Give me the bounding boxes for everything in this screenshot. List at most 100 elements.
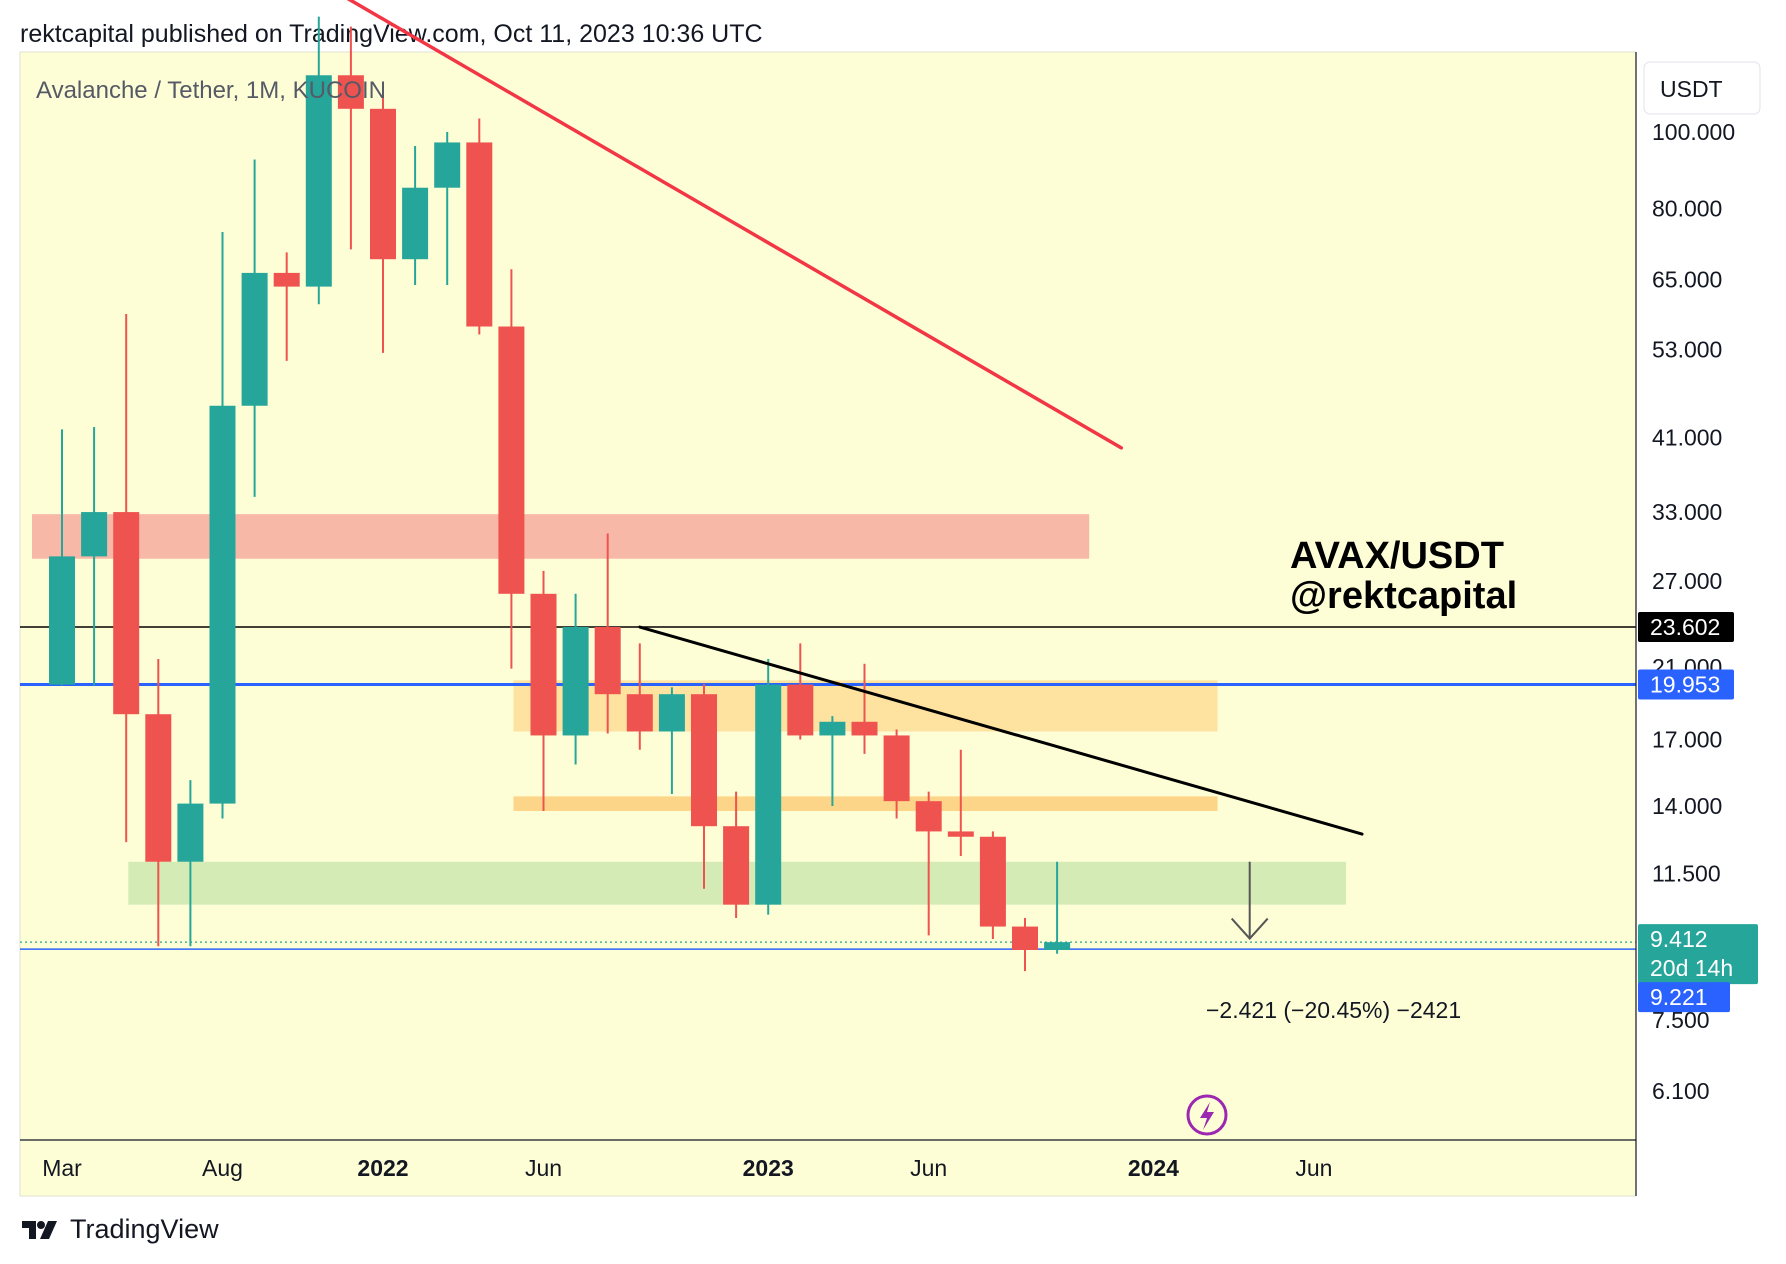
candle — [273, 252, 300, 361]
candle — [979, 831, 1006, 939]
footer: TradingView — [20, 1214, 219, 1245]
candle-body — [530, 593, 557, 736]
zone-orange-lower — [513, 796, 1218, 811]
candle — [402, 145, 429, 285]
candle — [337, 26, 364, 250]
x-tick-label: Aug — [202, 1155, 243, 1181]
blue-bottom-badge-label: 9.221 — [1650, 984, 1708, 1010]
candle — [530, 570, 557, 811]
candle-body — [947, 831, 974, 837]
candle-body — [562, 627, 589, 736]
candle — [49, 429, 75, 686]
candles-layer — [49, 16, 1071, 972]
y-tick-label: 27.000 — [1652, 568, 1722, 594]
measure-text: −2.421 (−20.45%) −2421 — [1206, 997, 1461, 1023]
candle — [434, 132, 461, 285]
candle-body — [402, 187, 429, 260]
candle — [241, 159, 268, 497]
measure-arrow-head — [1230, 917, 1269, 941]
candle — [883, 729, 910, 819]
y-tick-label: 33.000 — [1652, 499, 1722, 525]
candle-body — [723, 826, 750, 905]
symbol-label: Avalanche / Tether, 1M, KUCOIN — [36, 77, 386, 104]
candle — [819, 716, 846, 807]
y-tick-label: 65.000 — [1652, 267, 1722, 293]
candle — [81, 426, 108, 686]
x-tick-label: Jun — [910, 1155, 947, 1181]
x-tick-label: 2022 — [357, 1155, 408, 1181]
candle-body — [177, 803, 204, 862]
candle — [466, 118, 493, 335]
red-trendline — [346, 0, 1124, 450]
candle — [626, 643, 653, 750]
zone-red — [32, 514, 1090, 559]
candle-body — [273, 272, 300, 287]
candle-body — [979, 836, 1006, 927]
candle-body — [1012, 926, 1038, 950]
candle-body — [787, 684, 814, 736]
candle-body — [915, 801, 942, 832]
candle — [498, 269, 525, 669]
y-tick-label: 53.000 — [1652, 337, 1722, 363]
candle-body — [81, 512, 108, 557]
candle — [370, 93, 396, 353]
candle-body — [755, 684, 782, 905]
candle-body — [1044, 942, 1071, 950]
blue-bottom-badge-bg — [1638, 982, 1730, 1013]
current-price-badge-countdown: 20d 14h — [1650, 955, 1733, 981]
black-level-badge-bg — [1638, 611, 1734, 642]
candle — [915, 791, 942, 936]
candle — [562, 593, 589, 765]
candle — [947, 749, 974, 857]
candle — [851, 663, 878, 754]
candle-body — [145, 714, 172, 862]
x-tick-label: Mar — [42, 1155, 82, 1181]
lightning-icon[interactable] — [1186, 1094, 1228, 1136]
candle-body — [113, 512, 140, 715]
horizontal-lines-layer — [20, 626, 1636, 950]
trendlines-layer — [346, 0, 1364, 836]
candle-body — [466, 142, 493, 327]
candle-body — [819, 721, 846, 736]
annotations-layer — [1230, 861, 1269, 941]
candle-body — [305, 75, 332, 287]
currency-button[interactable] — [1643, 61, 1761, 115]
candle — [1012, 917, 1038, 972]
watermark-symbol: AVAX/USDT — [1290, 535, 1504, 577]
tradingview-brand: TradingView — [70, 1214, 219, 1244]
x-tick-label: Jun — [525, 1155, 562, 1181]
candle — [145, 658, 172, 947]
candle — [658, 687, 685, 794]
black-trendline — [638, 625, 1364, 836]
x-tick-label: 2024 — [1128, 1155, 1179, 1181]
current-price-badge-bg — [1638, 924, 1758, 985]
x-tick-label: 2023 — [743, 1155, 794, 1181]
candle-body — [851, 721, 878, 736]
candle — [113, 314, 140, 843]
y-tick-label: 80.000 — [1652, 195, 1722, 221]
candle-body — [434, 142, 461, 188]
price-axis: 100.000 80.000 65.000 53.000 41.000 33.000 27.… — [1638, 119, 1758, 1104]
candle-body — [498, 326, 525, 594]
candle — [755, 658, 782, 915]
watermark-author: @rektcapital — [1290, 575, 1517, 617]
candle — [177, 780, 204, 947]
black-level-badge-label: 23.602 — [1650, 614, 1720, 640]
candle-body — [49, 556, 75, 685]
candle-body — [594, 627, 621, 695]
blue-level-badge-bg — [1638, 669, 1734, 700]
current-price-badge-label: 9.412 — [1650, 926, 1708, 952]
candle-body — [370, 108, 396, 260]
candle-body — [691, 694, 717, 827]
y-tick-label: 41.000 — [1652, 425, 1722, 451]
y-tick-label: 14.000 — [1652, 793, 1722, 819]
x-tick-label: Jun — [1295, 1155, 1332, 1181]
candle — [723, 791, 750, 918]
watermark: AVAX/USDT @rektcapital — [1290, 535, 1517, 617]
candle — [305, 16, 332, 305]
chart-background — [19, 51, 1637, 1197]
candle — [691, 683, 717, 889]
candle-body — [241, 272, 268, 406]
candle — [594, 533, 621, 734]
